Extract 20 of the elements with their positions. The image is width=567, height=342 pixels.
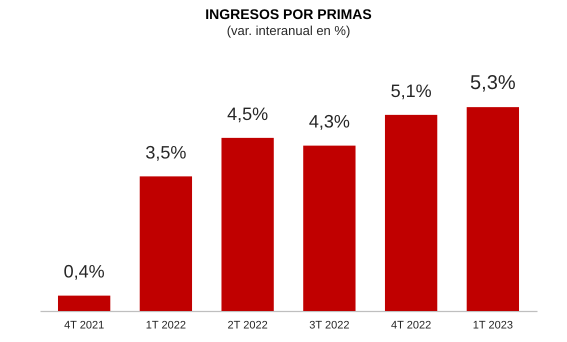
data-label: 4,3% <box>308 112 350 132</box>
data-label: 5,3% <box>470 72 516 94</box>
chart-title: INGRESOS POR PRIMAS <box>205 6 372 22</box>
bar <box>58 296 110 311</box>
x-tick-label: 3T 2022 <box>309 320 350 332</box>
data-label: 5,1% <box>390 80 432 101</box>
data-label: 3,5% <box>145 142 186 162</box>
bar <box>140 176 192 311</box>
x-tick-label: 1T 2022 <box>146 320 186 332</box>
x-tick-label: 4T 2022 <box>391 320 432 332</box>
x-tick-label: 1T 2023 <box>472 320 513 332</box>
bar <box>384 114 438 311</box>
bar <box>303 146 356 311</box>
bar <box>466 107 520 311</box>
data-label: 0,4% <box>64 262 105 282</box>
data-label: 4,5% <box>227 104 268 124</box>
x-tick-label: 2T 2022 <box>228 320 268 332</box>
chart-subtitle: (var. interanual en %) <box>226 23 350 38</box>
bar <box>221 138 274 311</box>
x-tick-label: 4T 2021 <box>64 320 104 332</box>
